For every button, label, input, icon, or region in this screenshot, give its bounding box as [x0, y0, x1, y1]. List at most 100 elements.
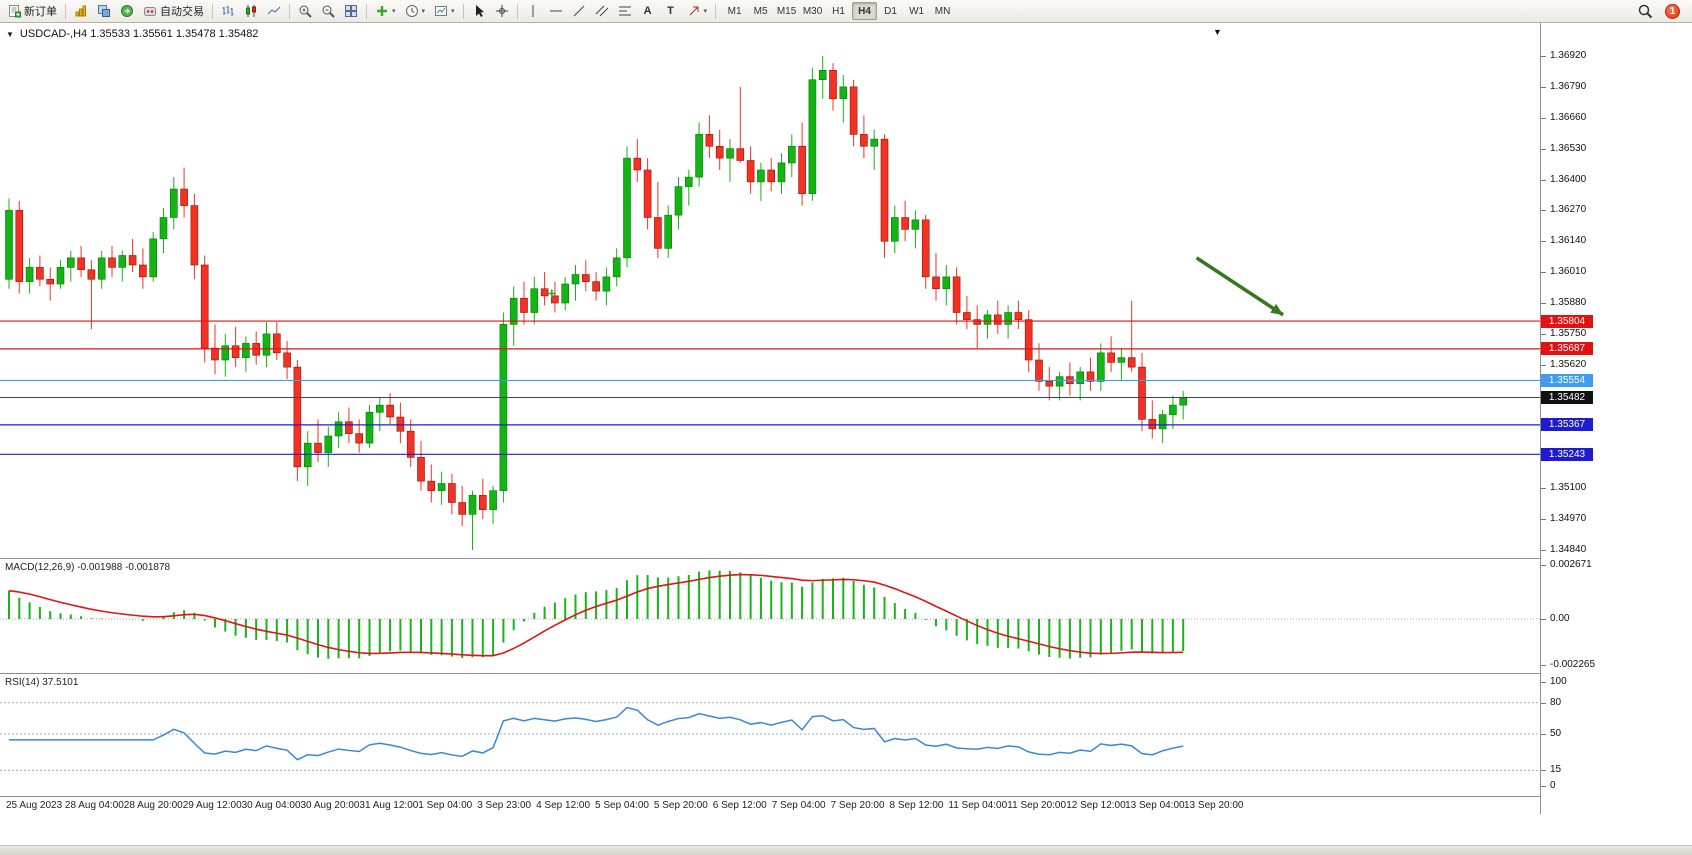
templates-button[interactable]: ▾: [430, 1, 459, 21]
text-tool-icon: A: [643, 5, 652, 17]
price-level-tag[interactable]: 1.35554: [1541, 373, 1593, 387]
price-scale-label: 1.35880: [1550, 297, 1587, 308]
data-window-button[interactable]: [93, 1, 115, 21]
rsi-scale-label: 100: [1550, 676, 1567, 687]
time-axis-label: 6 Sep 12:00: [712, 800, 767, 811]
notification-badge[interactable]: 1: [1665, 3, 1680, 19]
channel-button[interactable]: [591, 1, 613, 21]
arrow-object-icon: [689, 6, 699, 16]
market-watch-button[interactable]: [70, 1, 92, 21]
periods-button[interactable]: ▾: [401, 1, 430, 21]
time-axis-label: 7 Sep 20:00: [830, 800, 885, 811]
arrows-button[interactable]: ▾: [683, 1, 712, 21]
chart-area: ▼ USDCAD-,H4 1.35533 1.35561 1.35478 1.3…: [0, 23, 1692, 814]
timeframe-M15[interactable]: M15: [774, 2, 799, 20]
symbol-dropdown-icon[interactable]: ▼: [6, 29, 14, 39]
scale-tick: [1541, 272, 1546, 274]
template-chart-icon: [435, 6, 448, 16]
rsi-plot[interactable]: [0, 674, 1540, 796]
scale-tick: [1541, 550, 1546, 551]
vertical-line-button[interactable]: [522, 1, 544, 21]
price-level-tag[interactable]: 1.35367: [1541, 418, 1593, 432]
price-level-tag[interactable]: 1.35243: [1541, 447, 1593, 461]
scale-tick: [1541, 682, 1546, 683]
chart-bars-button[interactable]: [217, 1, 239, 21]
macd-pane[interactable]: MACD(12,26,9) -0.001988 -0.001878: [0, 559, 1540, 673]
zoom-out-button[interactable]: [317, 1, 339, 21]
price-scale-label: 1.34840: [1550, 544, 1587, 555]
auto-trading-button[interactable]: 自动交易: [139, 1, 208, 21]
time-axis-label: 7 Sep 04:00: [771, 800, 826, 811]
pane-separator: [0, 796, 1692, 797]
price-scale-label: 1.36010: [1550, 266, 1587, 278]
line-chart-icon: [267, 6, 281, 15]
timeframe-M30[interactable]: M30: [800, 2, 825, 20]
time-axis-label: 13 Sep 20:00: [1184, 800, 1244, 811]
current-price-tag[interactable]: 1.35482: [1541, 391, 1593, 405]
horizontal-line-icon: [549, 10, 562, 12]
timeframe-D1[interactable]: D1: [878, 2, 903, 20]
rsi-scale-label: 0: [1550, 780, 1556, 791]
time-axis-label: 5 Sep 20:00: [653, 800, 708, 811]
macd-plot[interactable]: [0, 559, 1540, 673]
indicators-button[interactable]: ▾: [371, 1, 400, 21]
toolbar-separator: [462, 3, 464, 19]
time-axis-label: 31 Aug 12:00: [359, 800, 419, 811]
macd-scale-label: 0.002671: [1550, 559, 1592, 570]
time-axis-label: 11 Sep 04:00: [948, 800, 1008, 811]
scale-tick: [1541, 488, 1546, 490]
search-button[interactable]: [1634, 1, 1657, 21]
text-button[interactable]: A: [637, 1, 659, 21]
navigator-icon: [121, 5, 133, 17]
cursor-button[interactable]: [468, 1, 490, 21]
search-icon: [1638, 4, 1653, 18]
new-order-button[interactable]: 新订单: [4, 1, 61, 21]
timeframe-H1[interactable]: H1: [826, 2, 851, 20]
navigator-button[interactable]: [116, 1, 138, 21]
scale-tick: [1541, 86, 1546, 88]
crosshair-button[interactable]: [491, 1, 513, 21]
time-axis-label: 28 Aug 04:00: [64, 800, 124, 811]
price-scale-label: 1.36660: [1550, 111, 1587, 123]
price-scale-label: 1.34970: [1550, 513, 1587, 525]
zoom-out-icon: [322, 5, 335, 18]
price-pane[interactable]: ▼ USDCAD-,H4 1.35533 1.35561 1.35478 1.3…: [0, 23, 1540, 558]
fibonacci-button[interactable]: [614, 1, 636, 21]
time-axis[interactable]: 25 Aug 2023 28 Aug 04:00 28 Aug 20:00 29 Au…: [0, 797, 1540, 814]
pane-separator[interactable]: [0, 558, 1692, 559]
macd-scale-label: 0.00: [1550, 613, 1570, 624]
timeframe-W1[interactable]: W1: [904, 2, 929, 20]
timeframe-M5[interactable]: M5: [748, 2, 773, 20]
chart-line-button[interactable]: [263, 1, 285, 21]
zoom-in-button[interactable]: [294, 1, 316, 21]
trendline-button[interactable]: [568, 1, 590, 21]
tile-windows-button[interactable]: [340, 1, 362, 21]
timeframe-MN[interactable]: MN: [930, 2, 955, 20]
macd-label: MACD(12,26,9) -0.001988 -0.001878: [5, 562, 171, 573]
chart-candles-button[interactable]: [240, 1, 262, 21]
price-level-tag[interactable]: 1.35687: [1541, 342, 1593, 356]
toolbar-separator: [289, 3, 290, 19]
scale-border: [1540, 23, 1541, 814]
price-plot[interactable]: [0, 23, 1540, 558]
timeframe-M1[interactable]: M1: [722, 2, 747, 20]
timeframe-H4[interactable]: H4: [852, 2, 878, 20]
price-level-tag[interactable]: 1.35804: [1541, 314, 1593, 328]
price-scale-label: 1.35100: [1550, 482, 1587, 494]
scale-tick: [1541, 734, 1546, 735]
time-axis-label: 25 Aug 2023: [6, 800, 63, 811]
chart-menu-arrow[interactable]: ▼: [1213, 27, 1222, 37]
zoom-in-icon: [299, 5, 312, 18]
main-toolbar: 新订单 自动交易: [0, 0, 1692, 23]
rsi-label: RSI(14) 37.5101: [5, 677, 79, 688]
rsi-pane[interactable]: RSI(14) 37.5101: [0, 674, 1540, 796]
pane-separator[interactable]: [0, 673, 1692, 674]
scale-tick: [1541, 210, 1546, 212]
label-button[interactable]: T: [660, 1, 682, 21]
label-tool-icon: T: [667, 5, 674, 17]
indicators-plus-icon: [377, 6, 387, 16]
annotation-arrow[interactable]: [1195, 256, 1285, 317]
horizontal-line-button[interactable]: [545, 1, 567, 21]
price-scale[interactable]: 1.36920 1.36790 1.36660 1.36530 1.36400 1.362…: [1541, 23, 1692, 814]
